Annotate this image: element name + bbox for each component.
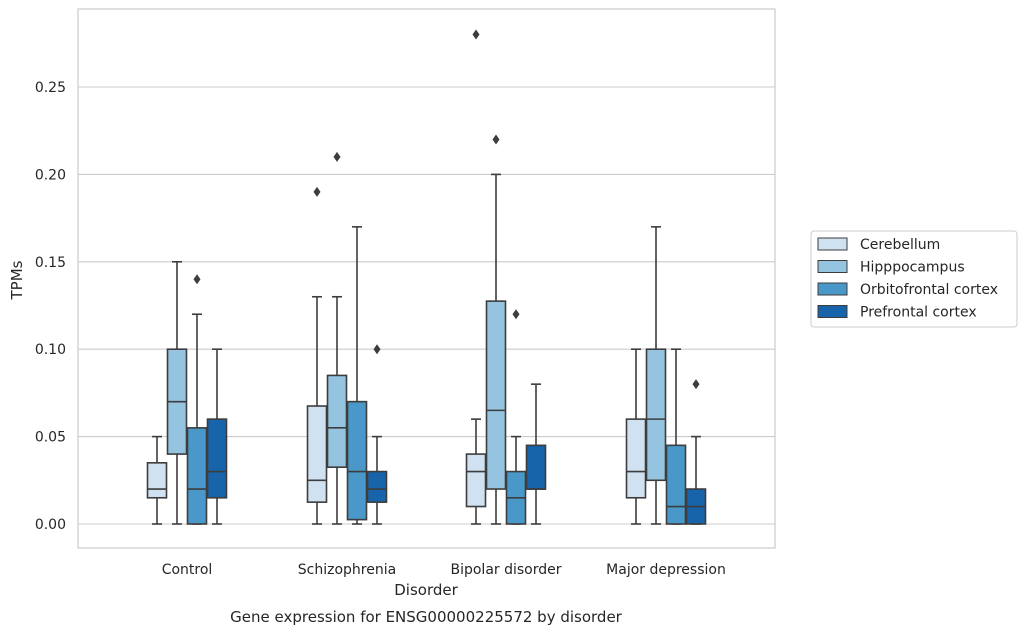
legend-label: Cerebellum	[860, 237, 940, 253]
box-series	[146, 29, 707, 525]
legend-label: Hipppocampus	[860, 260, 965, 276]
y-tick-label: 0.15	[35, 255, 66, 271]
box-body	[525, 444, 547, 490]
box-body	[186, 427, 208, 525]
legend-label: Orbitofrontal cortex	[860, 282, 998, 298]
box-group	[326, 151, 348, 525]
box-group	[146, 435, 168, 525]
outlier-marker	[333, 151, 341, 162]
legend-swatch	[817, 260, 848, 273]
y-tick-label: 0.25	[35, 80, 66, 96]
box-group	[206, 348, 228, 525]
legend: Cerebellum Hipppocampus Orbitofrontal cort…	[810, 230, 1018, 328]
legend-label: Prefrontal cortex	[860, 305, 977, 321]
x-tick-label: Bipolar disorder	[450, 562, 561, 578]
box-body	[645, 348, 667, 482]
box-group	[665, 348, 687, 525]
box-body	[665, 444, 687, 525]
x-axis-title: Disorder	[394, 581, 458, 599]
box-group	[306, 186, 328, 525]
x-tick-label: Schizophrenia	[298, 562, 396, 578]
chart-caption: Gene expression for ENSG00000225572 by d…	[230, 608, 623, 626]
outlier-marker	[512, 309, 520, 320]
box-body	[625, 418, 647, 499]
outlier-marker	[313, 186, 321, 197]
plot-frame	[77, 8, 776, 549]
outlier-marker	[472, 29, 480, 40]
outlier-marker	[193, 274, 201, 285]
box-group	[166, 260, 188, 525]
box-group	[366, 344, 388, 525]
y-tick-label: 0.05	[35, 430, 66, 446]
box-group	[465, 29, 487, 525]
box-group	[645, 226, 667, 525]
box-body	[485, 300, 507, 490]
box-group	[505, 309, 527, 525]
box-group	[485, 134, 507, 525]
box-group	[186, 274, 208, 525]
box-body	[306, 405, 328, 503]
x-axis-ticks: Control Schizophrenia Bipolar disorder Majo…	[162, 562, 726, 578]
legend-swatch	[817, 237, 848, 251]
y-axis-title: TPMs	[8, 260, 26, 300]
box-group	[525, 383, 547, 525]
y-tick-label: 0.00	[35, 517, 66, 533]
y-tick-label: 0.20	[35, 167, 66, 183]
legend-swatch	[817, 282, 848, 296]
box-group	[625, 348, 647, 525]
outlier-marker	[692, 379, 700, 390]
box-group	[346, 226, 368, 525]
box-body	[346, 400, 368, 521]
outlier-marker	[492, 134, 500, 145]
box-body	[326, 374, 348, 468]
legend-swatch	[817, 305, 848, 318]
x-tick-label: Control	[162, 562, 213, 578]
legend-items: Cerebellum Hipppocampus Orbitofrontal cort…	[817, 237, 998, 321]
box-group	[685, 379, 707, 525]
box-body	[465, 453, 487, 508]
x-tick-label: Major depression	[606, 562, 726, 578]
box-body	[366, 470, 388, 503]
box-body	[206, 418, 228, 499]
legend-frame	[810, 230, 1018, 328]
outlier-marker	[373, 344, 381, 355]
box-body	[146, 462, 168, 499]
y-tick-label: 0.10	[35, 342, 66, 358]
y-axis-ticks: 0.00 0.05 0.10 0.15 0.20 0.25	[35, 80, 66, 533]
